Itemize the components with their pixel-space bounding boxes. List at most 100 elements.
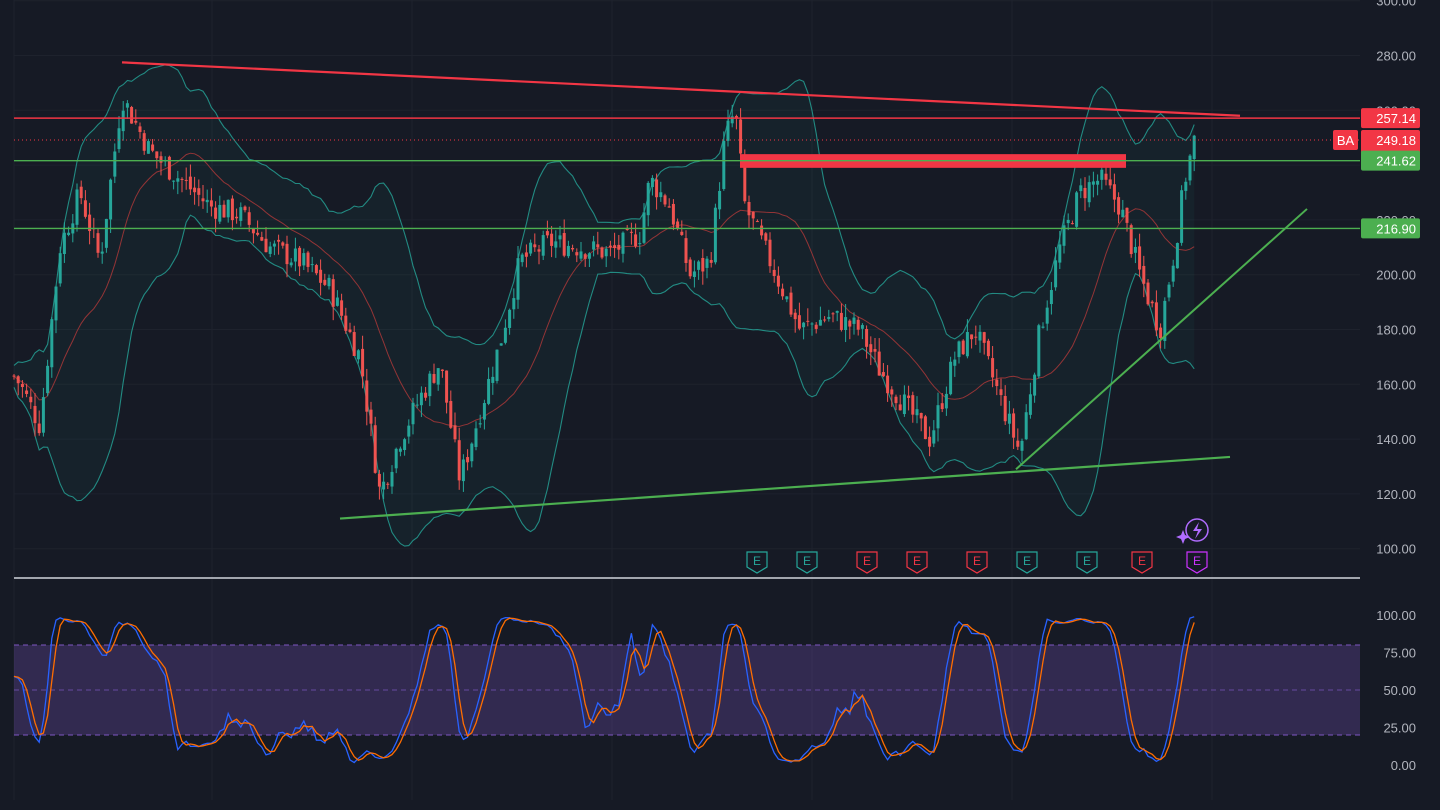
candle-body	[335, 297, 339, 306]
candle-body	[264, 238, 268, 253]
stochastic-oscillator	[13, 616, 1360, 764]
osc-tick-label: 50.00	[1383, 683, 1416, 698]
candle-body	[629, 231, 633, 233]
earnings-marker-label: E	[1083, 554, 1091, 568]
candle-body	[755, 221, 759, 223]
candle-body	[902, 394, 906, 415]
earnings-marker[interactable]: E	[906, 551, 928, 574]
candle-body	[617, 244, 621, 250]
horizontal-levels	[14, 117, 1360, 230]
osc-tick-label: 25.00	[1383, 721, 1416, 736]
candle-body	[844, 317, 848, 331]
candle-body	[852, 317, 856, 324]
candle-body	[37, 423, 41, 434]
candle-body	[218, 204, 222, 222]
candle-body	[608, 245, 612, 248]
osc-tick-label: 75.00	[1383, 646, 1416, 661]
earnings-marker[interactable]: E	[1016, 551, 1038, 574]
candle-body	[197, 188, 201, 195]
candle-body	[247, 212, 251, 225]
candle-body	[29, 396, 33, 403]
candle-body	[142, 133, 146, 151]
earnings-marker-shape	[906, 551, 928, 574]
earnings-marker[interactable]: E	[796, 551, 818, 574]
candle-body	[907, 395, 911, 398]
sparkle-icon	[1176, 530, 1190, 544]
lightning-icon[interactable]	[1176, 518, 1209, 544]
candle-body	[159, 156, 163, 163]
candle-body	[373, 425, 377, 473]
candle-body	[289, 262, 293, 266]
candle-body	[138, 126, 142, 132]
candle-body	[961, 340, 965, 355]
candle-body	[865, 328, 869, 347]
earnings-marker-shape	[1016, 551, 1038, 574]
candle-body	[659, 192, 663, 198]
candle-body	[940, 403, 944, 410]
candle-body	[562, 233, 566, 256]
candle-body	[1171, 265, 1175, 282]
earnings-marker-label: E	[1138, 554, 1146, 568]
candle-body	[642, 212, 646, 243]
candle-body	[449, 401, 453, 428]
candle-body	[566, 245, 570, 257]
earnings-marker-shape	[796, 551, 818, 574]
candle-body	[986, 340, 990, 357]
earnings-marker[interactable]: E	[1131, 551, 1153, 574]
candle-body	[827, 316, 831, 320]
candle-body	[1142, 265, 1146, 284]
candle-body	[1024, 412, 1028, 440]
candle-body	[230, 198, 234, 221]
symbol-text: BA	[1337, 133, 1355, 148]
candle-body	[537, 249, 541, 252]
candle-body	[461, 459, 465, 482]
candle-body	[1184, 181, 1188, 191]
symbol-tag	[1333, 129, 1358, 150]
bollinger-lower	[13, 214, 1195, 547]
candle-body	[16, 376, 20, 384]
earnings-marker[interactable]: E	[1186, 551, 1208, 574]
candle-body	[592, 241, 596, 250]
candle-body	[600, 247, 604, 258]
candle-body	[453, 425, 457, 440]
candle-body	[403, 439, 407, 451]
candle-body	[243, 206, 247, 211]
earnings-marker[interactable]: E	[1076, 551, 1098, 574]
candle-body	[1117, 197, 1121, 215]
candle-body	[764, 233, 768, 241]
candle-body	[860, 325, 864, 329]
candle-body	[20, 383, 24, 388]
candle-body	[146, 141, 150, 154]
candle-body	[965, 332, 969, 357]
price-level-tag	[1361, 108, 1420, 129]
osc-tick-label: 100.00	[1376, 608, 1416, 623]
candle-body	[96, 233, 100, 253]
candle-body	[327, 277, 331, 287]
candle-body	[1129, 225, 1133, 255]
earnings-marker[interactable]: E	[746, 551, 768, 574]
candle-body	[260, 237, 264, 241]
candle-body	[298, 247, 302, 267]
candle-body	[671, 203, 675, 225]
candle-body	[125, 103, 129, 108]
candle-body	[772, 269, 776, 277]
candle-body	[915, 409, 919, 416]
candle-body	[1138, 246, 1142, 270]
candle-body	[650, 177, 654, 188]
candle-body	[281, 242, 285, 246]
price-tick-label: 120.00	[1376, 487, 1416, 502]
candle-body	[646, 182, 650, 216]
candle-body	[751, 211, 755, 219]
candle-body	[1012, 413, 1016, 438]
candle-body	[50, 319, 54, 368]
earnings-marker[interactable]: E	[856, 551, 878, 574]
earnings-marker[interactable]: E	[966, 551, 988, 574]
candle-body	[331, 279, 335, 307]
candle-body	[474, 428, 478, 447]
candle-body	[701, 257, 705, 272]
osc-tick-label: 0.00	[1391, 758, 1416, 773]
candle-body	[1058, 244, 1062, 263]
